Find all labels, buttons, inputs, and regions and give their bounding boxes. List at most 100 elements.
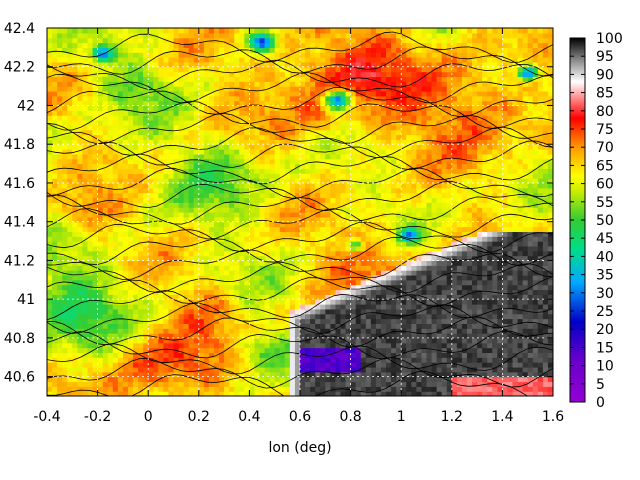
heatmap-cell: [122, 265, 129, 271]
heatmap-cell: [421, 347, 428, 354]
heatmap-cell: [168, 212, 175, 218]
heatmap-cell: [102, 182, 109, 189]
heatmap-cell: [148, 178, 154, 184]
heatmap-cell: [522, 202, 529, 208]
heatmap-cell: [294, 197, 301, 203]
heatmap-cell: [492, 192, 498, 199]
heatmap-cell: [158, 357, 164, 363]
heatmap-cell: [87, 279, 94, 286]
heatmap-cell: [138, 216, 144, 223]
heatmap-cell: [153, 381, 159, 387]
heatmap-cell: [330, 304, 337, 310]
heatmap-cell: [325, 231, 331, 237]
heatmap-cell: [380, 333, 387, 339]
heatmap-cell: [92, 158, 99, 165]
heatmap-cell: [234, 274, 240, 281]
heatmap-cell: [472, 376, 478, 383]
heatmap-cell: [72, 270, 78, 276]
heatmap-cell: [431, 265, 438, 271]
heatmap-cell: [143, 158, 149, 165]
heatmap-cell: [365, 260, 372, 266]
heatmap-cell: [244, 342, 250, 349]
heatmap-cell: [198, 386, 205, 392]
heatmap-cell: [148, 328, 154, 334]
heatmap-cell: [335, 216, 342, 223]
heatmap-cell: [183, 318, 190, 324]
heatmap-cell: [92, 168, 99, 174]
heatmap-cell: [138, 289, 144, 295]
heatmap-cell: [315, 192, 321, 199]
heatmap-cell: [325, 299, 331, 305]
heatmap-cell: [264, 250, 271, 257]
heatmap-cell: [122, 241, 129, 247]
heatmap-cell: [456, 347, 463, 354]
heatmap-cell: [527, 386, 534, 392]
heatmap-cell: [431, 250, 438, 257]
heatmap-cell: [122, 366, 129, 373]
heatmap-cell: [168, 153, 175, 160]
heatmap-cell: [294, 260, 301, 266]
heatmap-cell: [47, 328, 53, 334]
heatmap-cell: [370, 158, 377, 165]
heatmap-cell: [532, 192, 539, 199]
heatmap-cell: [436, 212, 443, 218]
heatmap-cell: [517, 202, 524, 208]
heatmap-cell: [72, 313, 78, 320]
heatmap-cell: [537, 197, 544, 203]
heatmap-cell: [133, 226, 139, 232]
heatmap-cell: [547, 386, 553, 392]
heatmap-cell: [168, 279, 175, 286]
heatmap-cell: [477, 153, 483, 160]
heatmap-cell: [386, 187, 392, 194]
heatmap-cell: [153, 226, 159, 232]
heatmap-cell: [487, 270, 493, 276]
heatmap-cell: [350, 376, 357, 383]
heatmap-cell: [294, 241, 301, 247]
heatmap-cell: [269, 270, 276, 276]
heatmap-cell: [224, 202, 230, 208]
heatmap-cell: [517, 192, 524, 199]
heatmap-cell: [512, 304, 519, 310]
heatmap-cell: [375, 192, 382, 199]
heatmap-cell: [274, 212, 281, 218]
heatmap-cell: [249, 313, 256, 320]
heatmap-cell: [527, 221, 534, 228]
heatmap-cell: [203, 274, 210, 281]
heatmap-cell: [375, 323, 382, 329]
heatmap-cell: [477, 245, 483, 252]
heatmap-cell: [178, 241, 185, 247]
heatmap-cell: [482, 207, 488, 213]
heatmap-cell: [547, 212, 553, 218]
heatmap-cell: [446, 168, 453, 174]
heatmap-cell: [259, 337, 266, 344]
heatmap-cell: [330, 381, 337, 387]
heatmap-cell: [380, 168, 387, 174]
heatmap-cell: [47, 284, 53, 291]
heatmap-cell: [365, 323, 372, 329]
heatmap-cell: [482, 241, 488, 247]
heatmap-cell: [320, 270, 326, 276]
heatmap-cell: [436, 274, 443, 281]
heatmap-cell: [178, 289, 185, 295]
heatmap-cell: [259, 197, 266, 203]
heatmap-cell: [178, 231, 185, 237]
heatmap-cell: [203, 163, 210, 170]
heatmap-cell: [193, 362, 200, 368]
heatmap-cell: [386, 366, 392, 373]
heatmap-cell: [117, 289, 124, 295]
heatmap-cell: [163, 202, 170, 208]
heatmap-cell: [477, 178, 483, 184]
heatmap-cell: [477, 318, 483, 324]
heatmap-cell: [274, 333, 281, 339]
heatmap-cell: [315, 226, 321, 232]
heatmap-cell: [446, 270, 453, 276]
heatmap-cell: [133, 347, 139, 354]
heatmap-cell: [472, 381, 478, 387]
heatmap-cell: [122, 163, 129, 170]
heatmap-cell: [289, 187, 296, 194]
heatmap-cell: [102, 357, 109, 363]
heatmap-cell: [183, 260, 190, 266]
heatmap-cell: [97, 173, 104, 179]
heatmap-cell: [77, 337, 84, 344]
heatmap-cell: [213, 226, 220, 232]
